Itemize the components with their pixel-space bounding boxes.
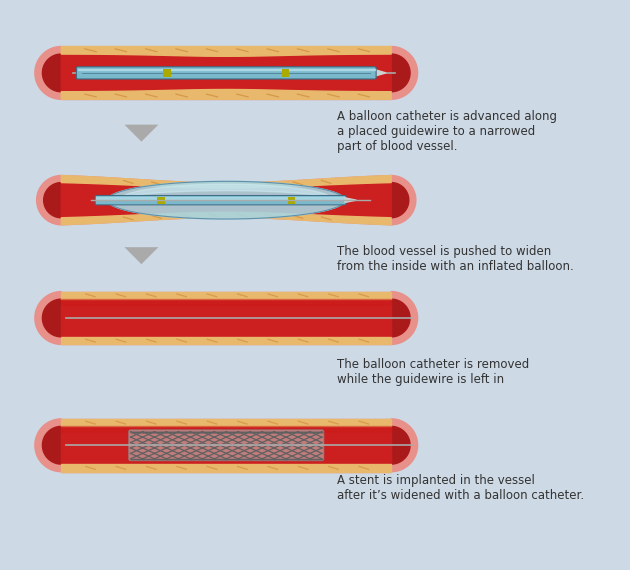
Bar — [157, 197, 164, 203]
Polygon shape — [61, 292, 391, 299]
FancyBboxPatch shape — [95, 196, 346, 205]
Polygon shape — [61, 176, 391, 225]
Polygon shape — [35, 419, 61, 471]
Polygon shape — [61, 299, 391, 337]
Polygon shape — [391, 299, 410, 337]
Text: A stent is implanted in the vessel
after it’s widened with a balloon catheter.: A stent is implanted in the vessel after… — [338, 474, 585, 502]
Polygon shape — [391, 47, 418, 99]
FancyBboxPatch shape — [129, 430, 324, 461]
Polygon shape — [61, 464, 391, 471]
Polygon shape — [391, 419, 418, 471]
Polygon shape — [375, 70, 386, 76]
Polygon shape — [108, 181, 345, 219]
Bar — [282, 68, 289, 77]
Polygon shape — [391, 292, 418, 344]
Bar — [163, 68, 171, 77]
Polygon shape — [43, 182, 61, 218]
Polygon shape — [391, 54, 410, 92]
Polygon shape — [35, 47, 61, 99]
Polygon shape — [61, 292, 391, 344]
Text: A balloon catheter is advanced along
a placed guidewire to a narrowed
part of bl: A balloon catheter is advanced along a p… — [338, 111, 558, 153]
Polygon shape — [61, 419, 391, 426]
Polygon shape — [77, 69, 375, 70]
Bar — [288, 197, 295, 203]
Polygon shape — [96, 197, 345, 199]
Polygon shape — [61, 419, 391, 471]
Polygon shape — [61, 337, 391, 344]
Text: The balloon catheter is removed
while the guidewire is left in: The balloon catheter is removed while th… — [338, 358, 530, 386]
Polygon shape — [42, 299, 61, 337]
Polygon shape — [61, 299, 391, 305]
Polygon shape — [391, 176, 416, 225]
Polygon shape — [61, 213, 391, 225]
Polygon shape — [125, 247, 158, 264]
Polygon shape — [42, 54, 61, 92]
Polygon shape — [61, 182, 391, 218]
Text: The blood vessel is pushed to widen
from the inside with an inflated balloon.: The blood vessel is pushed to widen from… — [338, 245, 574, 273]
Polygon shape — [61, 176, 391, 188]
Polygon shape — [42, 426, 61, 464]
Polygon shape — [119, 184, 333, 200]
Polygon shape — [61, 426, 391, 432]
Polygon shape — [61, 47, 391, 56]
FancyBboxPatch shape — [76, 67, 376, 79]
Polygon shape — [125, 125, 158, 141]
Polygon shape — [35, 292, 61, 344]
Polygon shape — [37, 176, 61, 225]
Polygon shape — [61, 426, 391, 464]
Polygon shape — [61, 54, 391, 92]
Polygon shape — [61, 47, 391, 99]
Polygon shape — [61, 89, 391, 99]
Polygon shape — [345, 198, 357, 202]
Polygon shape — [391, 426, 410, 464]
Polygon shape — [391, 182, 409, 218]
